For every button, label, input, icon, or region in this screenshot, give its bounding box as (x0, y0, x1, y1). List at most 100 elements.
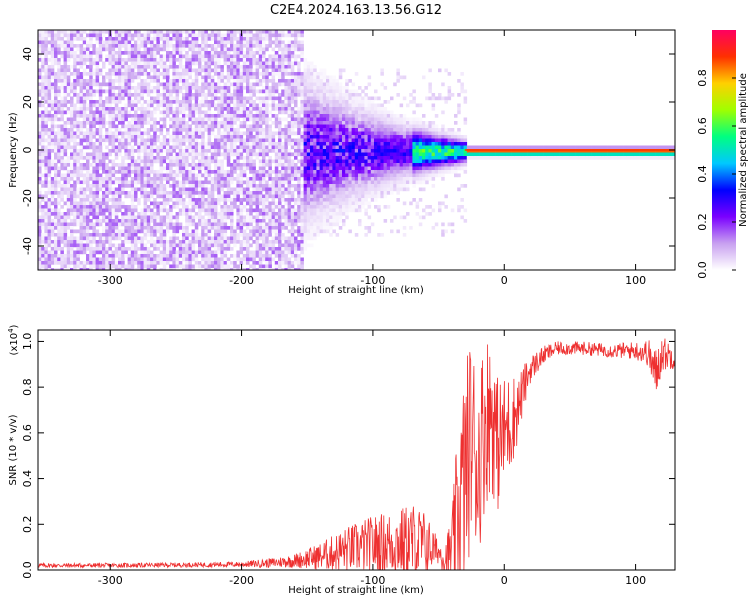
spectrogram-cell (290, 86, 295, 90)
spectrogram-cell (169, 191, 173, 195)
spectrogram-cell (156, 257, 160, 262)
spectrogram-cell (73, 201, 77, 206)
spectrogram-cell (258, 107, 263, 111)
spectrogram-cell (268, 33, 272, 38)
spectrogram-cell (306, 173, 311, 178)
spectrogram-cell (89, 152, 93, 157)
spectrogram-cell (191, 96, 196, 101)
spectrogram-cell (134, 233, 138, 237)
spectrogram-cell (246, 208, 250, 213)
spectrogram-cell (297, 243, 301, 248)
spectrogram-cell (153, 44, 157, 48)
spectrogram-cell (38, 201, 42, 206)
spectrogram-cell (60, 229, 64, 234)
spectrogram-cell (278, 124, 282, 129)
spectrogram-cell (239, 170, 244, 174)
spectrogram-cell (82, 222, 87, 227)
spectrogram-cell (300, 89, 304, 94)
spectrogram-cell (239, 149, 244, 153)
spectrogram-cell (194, 79, 199, 83)
spectrogram-cell (274, 131, 279, 136)
spectrogram-cell (98, 107, 103, 111)
spectrogram-cell (303, 128, 308, 132)
spectrogram-cell (130, 257, 135, 262)
spectrogram-cell (255, 110, 260, 115)
spectrogram-cell (79, 128, 84, 132)
spectrogram-cell (60, 72, 64, 76)
spectrogram-cell (89, 117, 93, 122)
spectrogram-cell (44, 37, 48, 41)
spectrogram-cell (265, 264, 269, 269)
spectrogram-cell (124, 72, 128, 76)
spectrogram-cell (262, 107, 266, 111)
spectrogram-cell (178, 149, 183, 153)
spectrogram-cell (92, 114, 96, 118)
spectrogram-cell (204, 61, 208, 66)
spectrogram-cell (185, 173, 189, 178)
spectrogram-cell (191, 152, 196, 157)
spectrogram-cell (246, 86, 250, 90)
spectrogram-cell (175, 51, 180, 55)
spectrogram-cell (86, 96, 90, 101)
spectrogram-cell (98, 156, 103, 160)
spectrogram-cell (127, 58, 132, 62)
spectrogram-cell (166, 180, 170, 185)
spectrogram-cell (217, 37, 221, 41)
spectrogram-cell (182, 250, 186, 255)
spectrogram-cell (207, 145, 212, 150)
spectrogram-cell (268, 65, 272, 69)
spectrogram-cell (265, 89, 269, 94)
spectrogram-cell (89, 128, 93, 132)
spectrogram-cell (41, 159, 45, 164)
spectrogram-cell (63, 44, 68, 48)
spectrogram-cell (262, 135, 266, 139)
spectrogram-cell (60, 159, 64, 164)
spectrogram-cell (70, 114, 74, 118)
spectrogram-cell (124, 184, 128, 188)
spectrogram-cell (44, 156, 48, 160)
spectrogram-cell (230, 128, 234, 132)
spectrogram-cell (162, 149, 167, 153)
spectrogram-cell (118, 61, 122, 66)
spectrogram-cell (297, 44, 301, 48)
spectrogram-cell (297, 47, 301, 52)
spectrogram-cell (146, 138, 151, 143)
spectrogram-cell (140, 180, 144, 185)
spectrogram-cell (226, 103, 231, 108)
spectrogram-cell (236, 156, 240, 160)
spectrogram-cell (159, 219, 164, 223)
spectrogram-cell (41, 44, 45, 48)
spectrogram-cell (175, 68, 180, 73)
spectrogram-cell (124, 240, 128, 244)
spectrogram-cell (140, 250, 144, 255)
spectrogram-cell (73, 61, 77, 66)
spectrogram-cell (92, 82, 96, 87)
spectrogram-cell (278, 110, 282, 115)
spectrogram-cell (236, 96, 240, 101)
spectrogram-cell (82, 156, 87, 160)
spectrogram-cell (198, 194, 202, 199)
spectrogram-cell (143, 131, 148, 136)
spectrogram-cell (63, 100, 68, 104)
spectrogram-cell (236, 184, 240, 188)
spectrogram-cell (66, 37, 71, 41)
spectrogram-cell (297, 79, 301, 83)
spectrogram-cell (169, 177, 173, 181)
spectrogram-cell (220, 222, 224, 227)
spectrogram-cell (249, 152, 253, 157)
spectrogram-cell (143, 51, 148, 55)
spectrogram-cell (134, 226, 138, 230)
spectrogram-cell (290, 194, 295, 199)
spectrogram-cell (284, 173, 288, 178)
spectrogram-cell (175, 82, 180, 87)
spectrogram-cell (162, 219, 167, 223)
spectrogram-cell (226, 40, 231, 45)
spectrogram-cell (297, 145, 301, 150)
spectrogram-cell (214, 72, 218, 76)
spectrogram-cell (194, 68, 199, 73)
spectrogram-cell (207, 107, 212, 111)
spectrogram-cell (86, 208, 90, 213)
spectrogram-cell (258, 124, 263, 129)
spectrogram-cell (262, 254, 266, 258)
spectrogram-cell (92, 89, 96, 94)
